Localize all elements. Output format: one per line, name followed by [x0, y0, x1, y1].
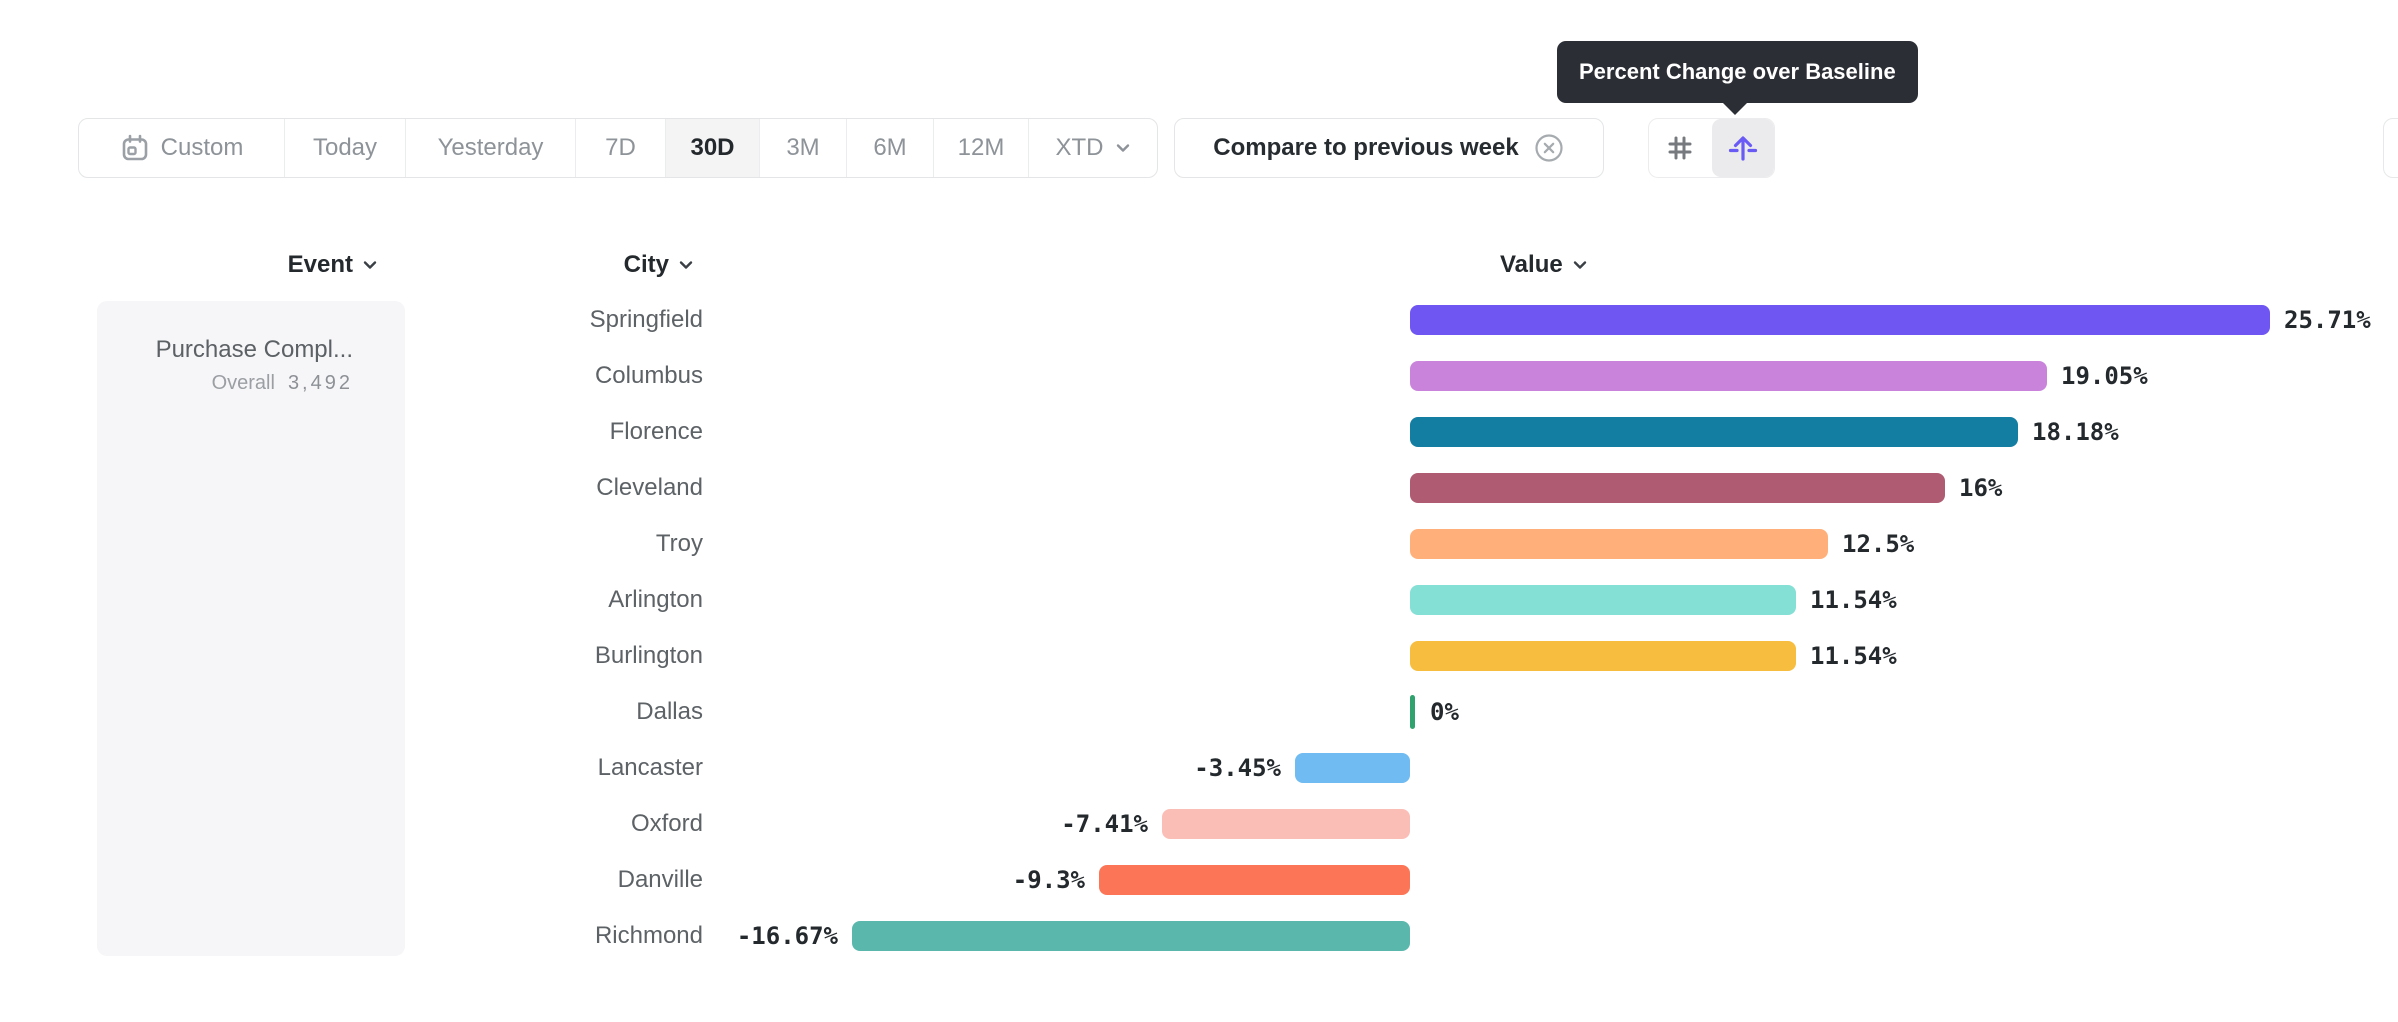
chart-row-burlington: Burlington 11.54%	[0, 628, 2398, 684]
value-label: 12.5%	[1842, 530, 1915, 558]
city-label[interactable]: Oxford	[630, 810, 703, 837]
city-label[interactable]: Springfield	[589, 306, 703, 333]
partial-right-button[interactable]	[2383, 118, 2398, 178]
value-label: -16.67%	[736, 922, 838, 950]
chevron-down-icon	[362, 259, 378, 271]
range-custom[interactable]: Custom	[79, 119, 285, 177]
range-label: Custom	[160, 134, 244, 161]
value-display-toggle	[1648, 118, 1775, 178]
toggle-absolute-numbers[interactable]	[1649, 119, 1712, 177]
bar-burlington[interactable]	[1410, 641, 1796, 671]
event-name: Purchase Compl...	[155, 336, 353, 363]
chart-row-lancaster: Lancaster -3.45%	[0, 740, 2398, 796]
chevron-down-icon	[678, 259, 694, 271]
tooltip-text: Percent Change over Baseline	[1579, 59, 1896, 84]
chart-row-springfield: Springfield 25.71%	[0, 292, 2398, 348]
bar-troy[interactable]	[1410, 529, 1828, 559]
value-label: 11.54%	[1810, 642, 1897, 670]
close-circle-icon[interactable]	[1533, 132, 1565, 164]
range-30d[interactable]: 30D	[666, 119, 760, 177]
chart-row-richmond: Richmond -16.67%	[0, 908, 2398, 964]
value-label: 0%	[1430, 698, 1459, 726]
percent-baseline-icon	[1726, 131, 1760, 165]
compare-chip-label: Compare to previous week	[1213, 134, 1519, 161]
value-label: -9.3%	[1012, 866, 1085, 894]
range-12m[interactable]: 12M	[934, 119, 1029, 177]
bar-oxford[interactable]	[1162, 809, 1410, 839]
city-label[interactable]: Burlington	[594, 642, 703, 669]
range-6m[interactable]: 6M	[847, 119, 934, 177]
value-label: 18.18%	[2032, 418, 2119, 446]
range-label: Yesterday	[437, 134, 544, 161]
event-metric: Overall 3,492	[111, 372, 353, 395]
chart-row-arlington: Arlington 11.54%	[0, 572, 2398, 628]
value-label: -7.41%	[1061, 810, 1148, 838]
bar-columbus[interactable]	[1410, 361, 2047, 391]
range-label: 7D	[605, 134, 636, 161]
chart-row-columbus: Columbus 19.05%	[0, 348, 2398, 404]
chart-row-cleveland: Cleveland 16%	[0, 460, 2398, 516]
chart-row-danville: Danville -9.3%	[0, 852, 2398, 908]
bar-richmond[interactable]	[852, 921, 1410, 951]
city-label[interactable]: Arlington	[608, 586, 703, 613]
range-label: XTD	[1055, 134, 1104, 161]
range-label: 12M	[957, 134, 1005, 161]
bar-springfield[interactable]	[1410, 305, 2270, 335]
city-label[interactable]: Florence	[609, 418, 703, 445]
city-label[interactable]: Columbus	[594, 362, 703, 389]
value-label: 16%	[1959, 474, 2003, 502]
city-label[interactable]: Danville	[617, 866, 703, 893]
city-label[interactable]: Lancaster	[597, 754, 703, 781]
range-xtd[interactable]: XTD	[1029, 119, 1157, 177]
city-column-header[interactable]: City	[494, 249, 694, 281]
chart-row-dallas: Dallas 0%	[0, 684, 2398, 740]
range-label: 30D	[690, 134, 735, 161]
date-range-group: Custom Today Yesterday 7D 30D 3M 6M 12M XTD	[78, 118, 1158, 178]
range-label: 6M	[873, 134, 907, 161]
compare-chip[interactable]: Compare to previous week	[1174, 118, 1604, 178]
bar-cleveland[interactable]	[1410, 473, 1945, 503]
event-column-header[interactable]: Event	[178, 249, 378, 281]
value-header-label: Value	[1500, 251, 1563, 278]
value-label: 25.71%	[2284, 306, 2371, 334]
chart-row-troy: Troy 12.5%	[0, 516, 2398, 572]
range-label: Today	[312, 134, 378, 161]
bar-florence[interactable]	[1410, 417, 2018, 447]
chart-row-florence: Florence 18.18%	[0, 404, 2398, 460]
range-7d[interactable]: 7D	[576, 119, 666, 177]
city-label[interactable]: Cleveland	[596, 474, 703, 501]
city-label[interactable]: Dallas	[636, 698, 703, 725]
city-label[interactable]: Richmond	[594, 922, 703, 949]
bar-danville[interactable]	[1099, 865, 1410, 895]
chevron-down-icon	[1115, 142, 1131, 154]
value-label: 11.54%	[1810, 586, 1897, 614]
event-cell[interactable]: Purchase Compl... Overall 3,492	[97, 301, 405, 956]
value-label: -3.45%	[1194, 754, 1281, 782]
toggle-percent-baseline[interactable]	[1711, 119, 1774, 177]
range-3m[interactable]: 3M	[760, 119, 847, 177]
chevron-down-icon	[1572, 259, 1588, 271]
bar-dallas[interactable]	[1410, 695, 1415, 729]
bar-arlington[interactable]	[1410, 585, 1796, 615]
event-header-label: Event	[287, 251, 353, 278]
number-grid-icon	[1664, 132, 1696, 164]
range-today[interactable]: Today	[285, 119, 406, 177]
chart-row-oxford: Oxford -7.41%	[0, 796, 2398, 852]
value-column-header[interactable]: Value	[1500, 249, 1588, 281]
city-label[interactable]: Troy	[655, 530, 703, 557]
tooltip-percent-change: Percent Change over Baseline	[1557, 41, 1918, 103]
calendar-icon	[120, 133, 150, 163]
range-label: 3M	[786, 134, 820, 161]
city-header-label: City	[623, 251, 669, 278]
value-label: 19.05%	[2061, 362, 2148, 390]
range-yesterday[interactable]: Yesterday	[406, 119, 576, 177]
event-metric-label: Overall	[211, 372, 275, 394]
bar-lancaster[interactable]	[1295, 753, 1410, 783]
tooltip-caret	[1721, 101, 1749, 115]
event-metric-value: 3,492	[287, 372, 353, 394]
